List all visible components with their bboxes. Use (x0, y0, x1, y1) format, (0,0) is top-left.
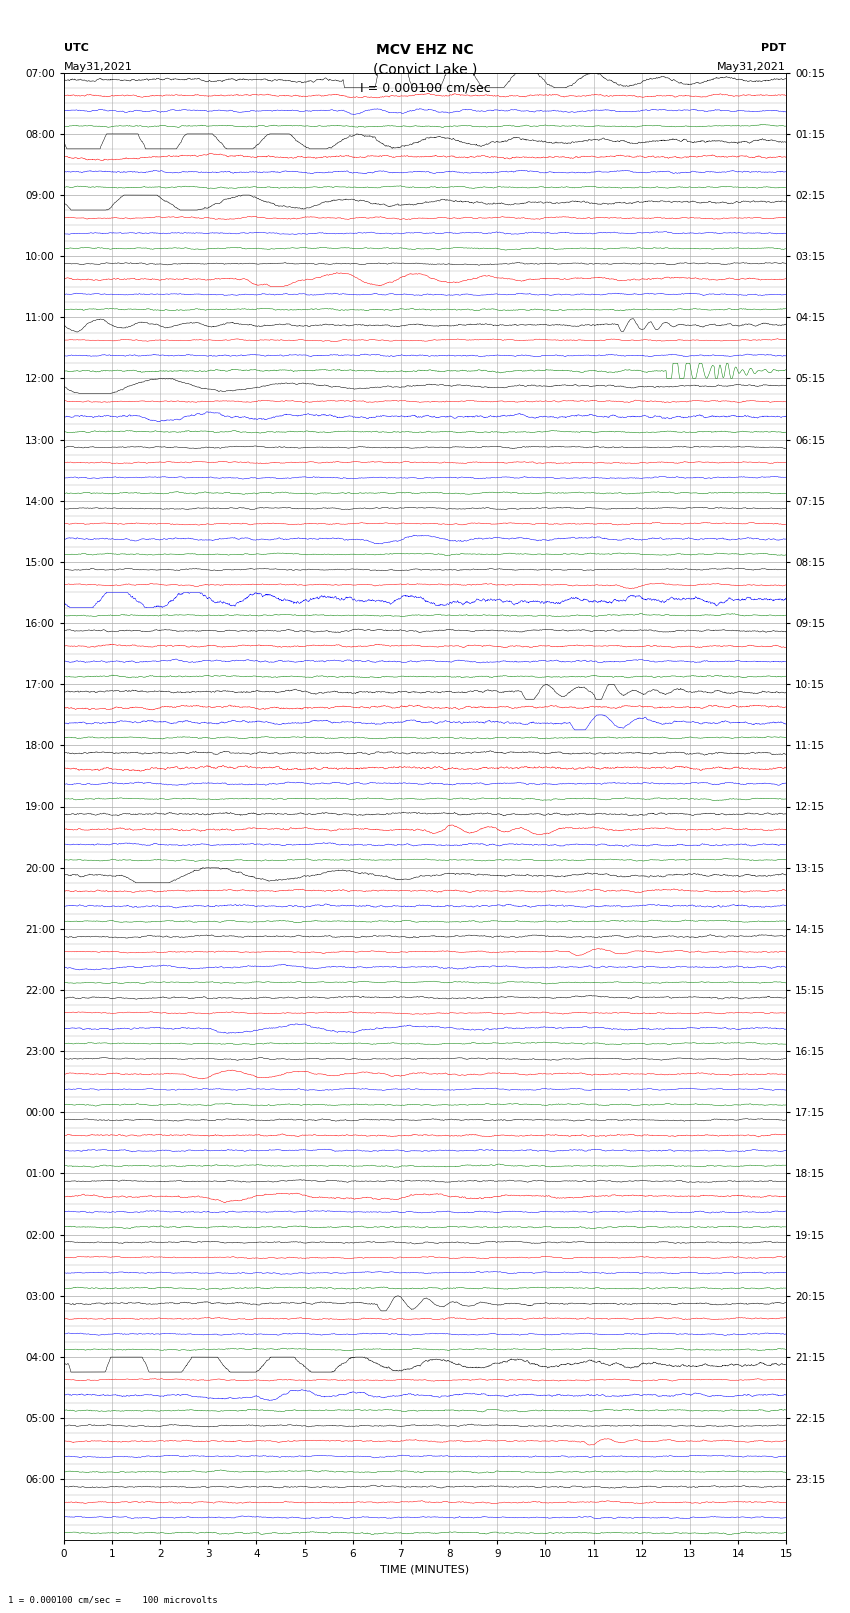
Text: May31,2021: May31,2021 (64, 63, 133, 73)
Text: MCV EHZ NC: MCV EHZ NC (377, 44, 473, 56)
X-axis label: TIME (MINUTES): TIME (MINUTES) (381, 1565, 469, 1574)
Text: PDT: PDT (761, 44, 786, 53)
Text: 1 = 0.000100 cm/sec =    100 microvolts: 1 = 0.000100 cm/sec = 100 microvolts (8, 1595, 218, 1605)
Text: UTC: UTC (64, 44, 88, 53)
Text: (Convict Lake ): (Convict Lake ) (373, 63, 477, 76)
Text: I = 0.000100 cm/sec: I = 0.000100 cm/sec (360, 82, 490, 95)
Text: May31,2021: May31,2021 (717, 63, 786, 73)
